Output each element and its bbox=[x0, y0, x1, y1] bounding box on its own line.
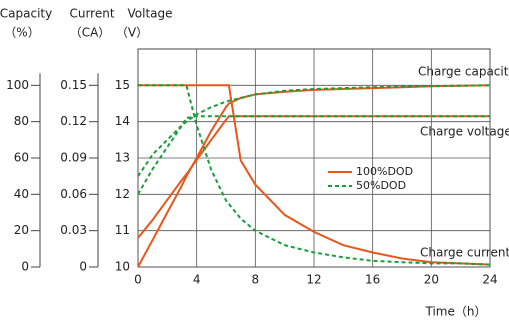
y-tick-label: 0.12 bbox=[60, 114, 87, 128]
y-tick-label: 0 bbox=[79, 260, 87, 274]
y-tick-label: 0.15 bbox=[60, 78, 87, 92]
annotation: Charge current bbox=[420, 246, 509, 260]
y-tick-label: 20 bbox=[14, 223, 29, 237]
axis-label: Current bbox=[69, 7, 114, 21]
axis-unit: （%） bbox=[4, 26, 39, 40]
curve-capacity bbox=[137, 84, 491, 177]
x-tick-label: 4 bbox=[193, 273, 201, 287]
y-tick-label: 60 bbox=[14, 151, 29, 165]
y-tick-label: 12 bbox=[115, 187, 130, 201]
annotation: Charge voltage bbox=[420, 125, 509, 139]
x-tick-label: 0 bbox=[134, 273, 142, 287]
y-tick-label: 0 bbox=[21, 260, 29, 274]
x-tick-label: 16 bbox=[365, 273, 380, 287]
axis-unit: （CA） bbox=[70, 26, 111, 40]
y-tick-label: 100 bbox=[6, 78, 29, 92]
legend-label: 100%DOD bbox=[356, 165, 413, 178]
y-tick-label: 0.03 bbox=[60, 223, 87, 237]
axis-label: Voltage bbox=[127, 7, 172, 21]
y-tick-label: 13 bbox=[115, 151, 130, 165]
y-tick-label: 14 bbox=[115, 114, 130, 128]
axis-unit: （V） bbox=[116, 26, 148, 40]
y-tick-label: 0.09 bbox=[60, 151, 87, 165]
annotation: Charge capacity bbox=[418, 65, 509, 79]
x-tick-label: 20 bbox=[424, 273, 439, 287]
x-tick-label: 24 bbox=[482, 273, 497, 287]
legend-label: 50%DOD bbox=[356, 179, 406, 192]
y-tick-label: 15 bbox=[115, 78, 130, 92]
y-tick-label: 10 bbox=[115, 260, 130, 274]
curve-current bbox=[138, 84, 491, 266]
y-tick-label: 11 bbox=[115, 223, 130, 237]
x-tick-label: 8 bbox=[252, 273, 260, 287]
axis-label: Capacity bbox=[0, 7, 52, 21]
x-axis-label: Time（h） bbox=[425, 305, 487, 319]
y-tick-label: 0.06 bbox=[60, 187, 87, 201]
x-tick-label: 12 bbox=[306, 273, 321, 287]
y-tick-label: 80 bbox=[14, 114, 29, 128]
y-tick-label: 40 bbox=[14, 187, 29, 201]
curve-voltage bbox=[137, 115, 490, 239]
